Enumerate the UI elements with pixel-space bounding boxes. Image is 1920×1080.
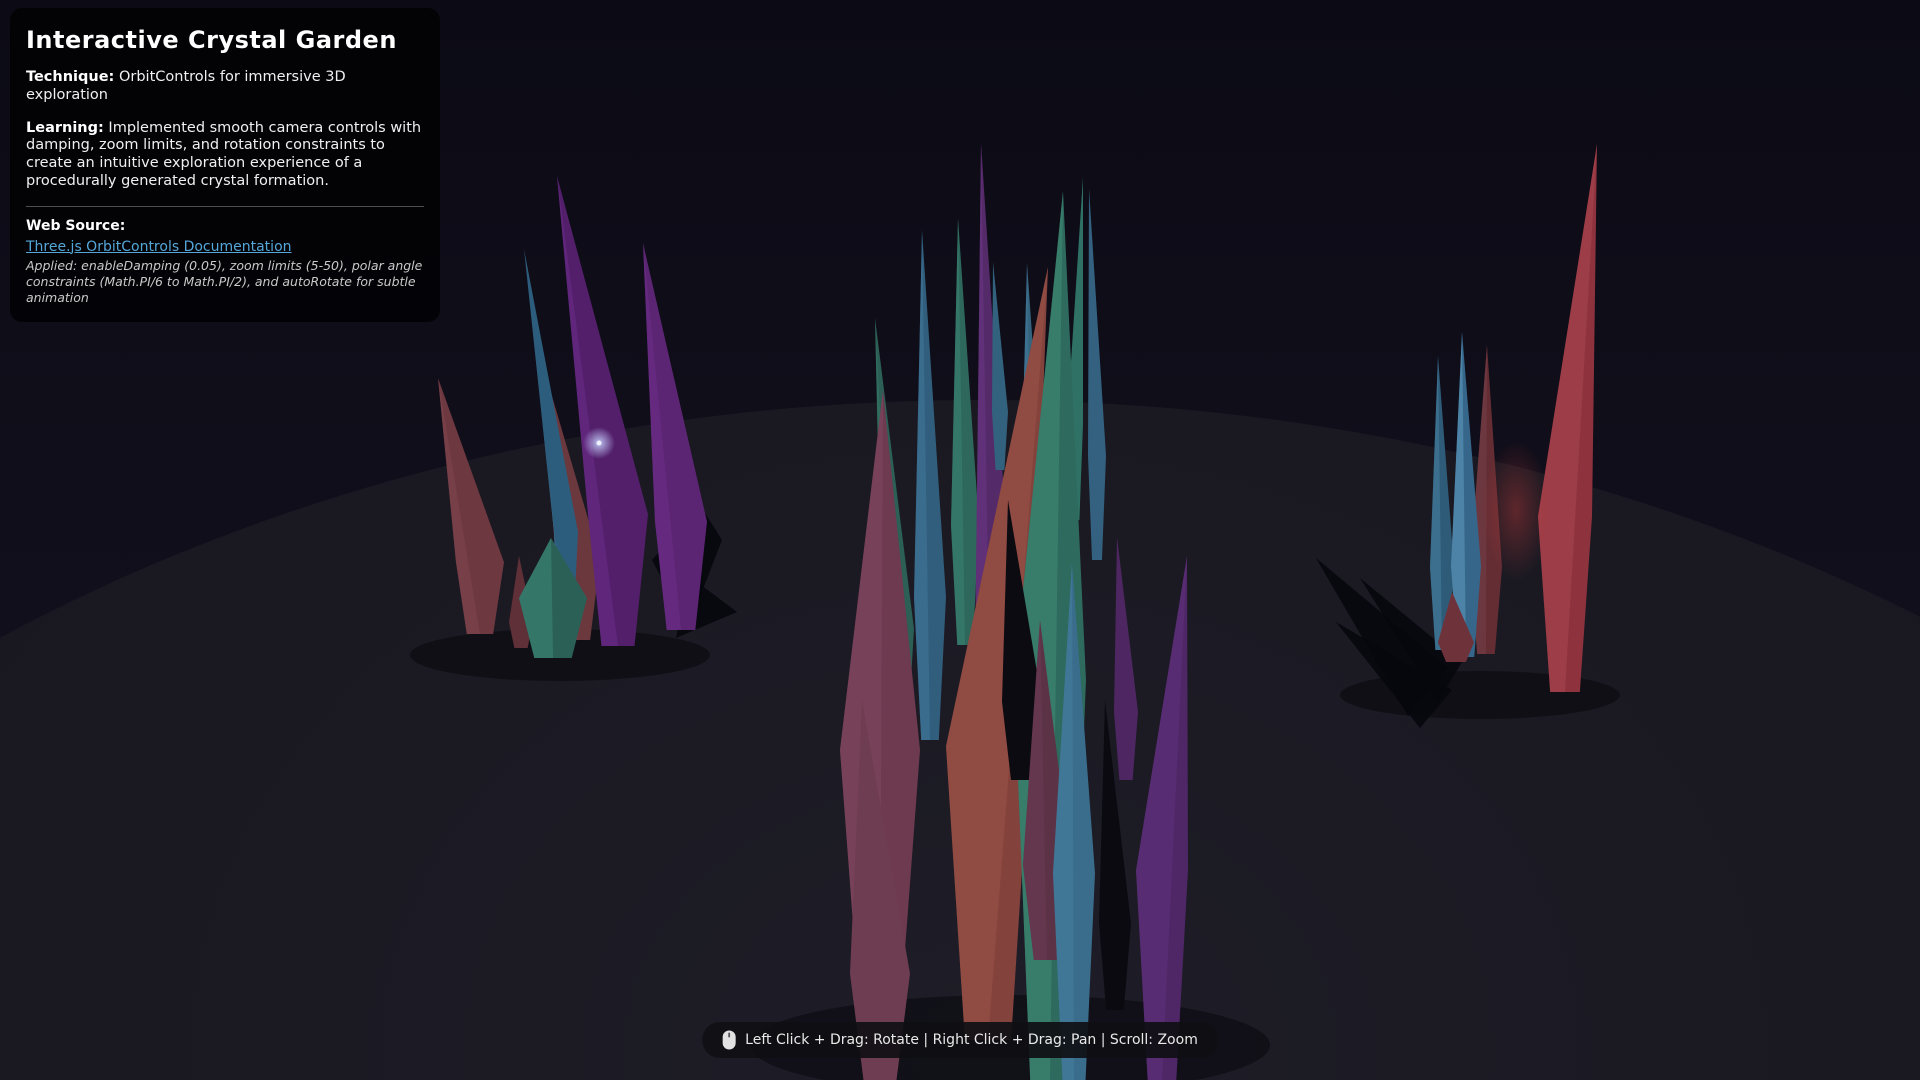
controls-hint-bar: Left Click + Drag: Rotate | Right Click … [702,1022,1218,1058]
crystal-spike [1002,500,1042,780]
crystal-facet [951,218,965,645]
crystal-facet [1538,144,1597,692]
crystal-facet [1451,332,1466,657]
crystal-facet [1136,556,1187,1080]
crystal-spike [438,378,504,634]
crystal-facet [1430,356,1442,650]
crystal-facet [1053,563,1074,1080]
applied-note: Applied: enableDamping (0.05), zoom limi… [26,257,423,305]
red-glow [1482,440,1550,580]
crystal-facet [519,538,553,658]
learning-text: Implemented smooth camera controls with … [26,119,422,189]
crystal-facet [557,176,618,646]
crystal-spike [1114,537,1138,780]
crystal-facet [524,249,566,642]
crystal-spike [557,176,648,646]
controls-hint-text: Left Click + Drag: Rotate | Right Click … [745,1032,1198,1048]
cast-shadow [1336,622,1452,728]
learning-label: Learning: [26,119,104,136]
crystal-spike [524,249,578,642]
crystal-spike [1088,188,1106,560]
technique-text: OrbitControls for immersive 3D explorati… [26,69,346,104]
web-source-section: Web Source: Three.js OrbitControls Docum… [26,218,424,306]
orbitcontrols-doc-link[interactable]: Three.js OrbitControls Documentation [26,238,292,255]
info-panel: Interactive Crystal Garden Technique: Or… [10,8,440,322]
web-source-label: Web Source: [26,217,126,234]
crystal-facet [914,230,930,740]
crystal-facet [643,243,681,630]
specular-sparkle-core [596,440,602,446]
technique-label: Technique: [26,69,115,86]
crystal-cluster-right [1430,144,1597,692]
page-title: Interactive Crystal Garden [26,26,397,54]
crystal-facet [438,378,480,634]
technique-row: Technique: OrbitControls for immersive 3… [26,69,424,104]
crystal-spike [1099,700,1131,1010]
mouse-icon [722,1030,736,1050]
crystal-spike [992,262,1008,470]
crystal-facet [946,267,1048,1040]
crystal-cluster-left [438,176,707,658]
crystal-cluster-center [840,143,1188,1080]
crystal-spike [850,700,910,1080]
cast-shadow [1360,578,1462,702]
divider [26,205,424,207]
crystal-facet [1023,620,1047,960]
learning-row: Learning: Implemented smooth camera cont… [26,120,424,191]
crystal-spike [1438,592,1474,662]
